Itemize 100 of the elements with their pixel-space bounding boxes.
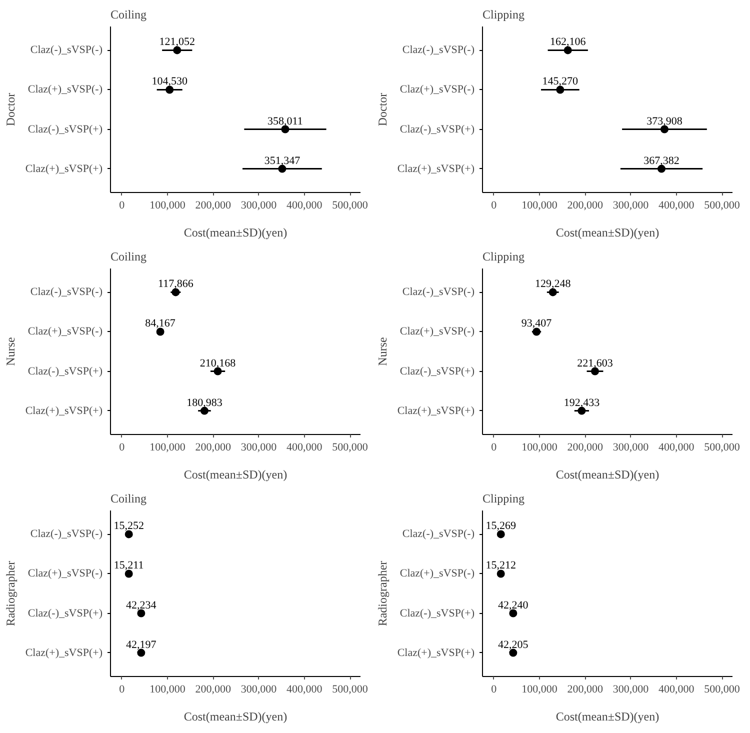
- x-tick-label: 200,000: [195, 442, 232, 454]
- x-tick-label: 300,000: [612, 442, 650, 454]
- data-label: 15,252: [114, 520, 144, 532]
- y-tick-label: Claz(+)_sVSP(-): [400, 326, 475, 338]
- data-label: 358,011: [268, 115, 303, 128]
- x-axis-title: Cost(mean±SD)(yen): [184, 226, 288, 240]
- x-tick-label: 200,000: [195, 684, 232, 696]
- data-label: 129,248: [534, 278, 572, 290]
- x-tick-label: 200,000: [567, 200, 604, 212]
- x-tick-label: 400,000: [286, 442, 323, 454]
- data-label: 162,106: [550, 36, 586, 48]
- x-tick-label: 400,000: [286, 200, 323, 212]
- y-tick-label: Claz(+)_sVSP(-): [400, 568, 475, 580]
- y-tick-label: Claz(+)_sVSP(+): [397, 646, 475, 659]
- data-label: 210,168: [200, 357, 236, 370]
- data-label: 15,211: [114, 560, 144, 572]
- y-tick-label: Claz(-)_sVSP(+): [28, 607, 103, 620]
- x-tick-label: 500,000: [332, 200, 368, 212]
- data-label: 104,530: [152, 76, 188, 88]
- y-tick-label: Claz(+)_sVSP(-): [28, 568, 103, 580]
- x-tick-label: 400,000: [658, 200, 695, 212]
- data-label: 221,603: [577, 357, 614, 370]
- chart-title: Coiling: [110, 492, 147, 506]
- y-axis-title: Doctor: [375, 92, 390, 126]
- y-tick-label: Claz(+)_sVSP(+): [25, 404, 103, 417]
- y-axis-title: Nurse: [375, 337, 390, 366]
- y-tick-label: Claz(-)_sVSP(+): [28, 123, 103, 136]
- y-tick-label: Claz(+)_sVSP(+): [25, 646, 103, 659]
- chart-title: Clipping: [482, 250, 525, 264]
- data-label: 192,433: [564, 396, 600, 409]
- y-tick-label: Claz(+)_sVSP(-): [28, 84, 103, 96]
- data-label: 15,212: [486, 560, 516, 572]
- y-tick-label: Claz(-)_sVSP(+): [28, 365, 103, 378]
- y-tick-label: Claz(-)_sVSP(+): [400, 607, 475, 620]
- data-label: 84,167: [145, 318, 176, 330]
- x-tick-label: 0: [119, 200, 126, 212]
- data-label: 121,052: [159, 36, 196, 48]
- y-axis-title: Radiographer: [3, 560, 18, 626]
- x-tick-label: 100,000: [150, 200, 186, 212]
- y-tick-label: Claz(+)_sVSP(-): [400, 84, 475, 96]
- x-tick-label: 0: [491, 442, 498, 454]
- x-axis-title: Cost(mean±SD)(yen): [184, 710, 288, 724]
- data-label: 145,270: [542, 76, 579, 88]
- x-tick-label: 300,000: [240, 442, 278, 454]
- data-label: 42,205: [498, 638, 529, 651]
- data-label: 93,407: [521, 318, 552, 330]
- x-axis-title: Cost(mean±SD)(yen): [184, 468, 288, 482]
- x-tick-label: 200,000: [567, 684, 604, 696]
- y-tick-label: Claz(-)_sVSP(+): [400, 123, 475, 136]
- x-tick-label: 0: [491, 200, 498, 212]
- x-tick-label: 500,000: [704, 200, 740, 212]
- x-tick-label: 100,000: [522, 684, 558, 696]
- chart-title: Coiling: [110, 8, 147, 22]
- x-tick-label: 100,000: [522, 200, 558, 212]
- data-label: 367,382: [644, 154, 680, 167]
- x-tick-label: 400,000: [658, 684, 695, 696]
- data-label: 42,197: [126, 638, 157, 651]
- x-tick-label: 500,000: [332, 684, 368, 696]
- x-tick-label: 500,000: [704, 684, 740, 696]
- y-tick-label: Claz(+)_sVSP(-): [28, 326, 103, 338]
- data-label: 351,347: [264, 154, 301, 167]
- x-tick-label: 100,000: [150, 684, 186, 696]
- x-tick-label: 100,000: [522, 442, 558, 454]
- chart-title: Clipping: [482, 492, 525, 506]
- y-tick-label: Claz(-)_sVSP(-): [402, 44, 475, 56]
- data-label: 15,269: [486, 520, 516, 532]
- y-tick-label: Claz(+)_sVSP(+): [25, 162, 103, 175]
- x-tick-label: 200,000: [195, 200, 232, 212]
- y-tick-label: Claz(-)_sVSP(-): [30, 528, 103, 540]
- y-tick-label: Claz(-)_sVSP(-): [30, 44, 103, 56]
- y-axis-title: Radiographer: [375, 560, 390, 626]
- data-label: 42,234: [126, 599, 157, 612]
- x-tick-label: 0: [491, 684, 498, 696]
- chart-title: Coiling: [110, 250, 147, 264]
- x-tick-label: 300,000: [240, 684, 278, 696]
- data-label: 180,983: [186, 396, 223, 409]
- x-tick-label: 0: [119, 442, 126, 454]
- y-axis-title: Nurse: [3, 337, 18, 366]
- chart-title: Clipping: [482, 8, 525, 22]
- x-tick-label: 100,000: [150, 442, 186, 454]
- data-label: 42,240: [498, 599, 529, 612]
- y-axis-title: Doctor: [3, 92, 18, 126]
- x-tick-label: 400,000: [286, 684, 323, 696]
- y-tick-label: Claz(+)_sVSP(+): [397, 404, 475, 417]
- x-tick-label: 500,000: [704, 442, 740, 454]
- x-axis-title: Cost(mean±SD)(yen): [556, 226, 660, 240]
- x-tick-label: 500,000: [332, 442, 368, 454]
- y-tick-label: Claz(-)_sVSP(-): [402, 286, 475, 298]
- x-tick-label: 0: [119, 684, 126, 696]
- x-tick-label: 400,000: [658, 442, 695, 454]
- y-tick-label: Claz(-)_sVSP(+): [400, 365, 475, 378]
- data-label: 117,866: [158, 278, 194, 290]
- y-tick-label: Claz(-)_sVSP(-): [402, 528, 475, 540]
- x-tick-label: 300,000: [612, 200, 650, 212]
- x-tick-label: 200,000: [567, 442, 604, 454]
- x-tick-label: 300,000: [240, 200, 278, 212]
- x-axis-title: Cost(mean±SD)(yen): [556, 710, 660, 724]
- y-tick-label: Claz(-)_sVSP(-): [30, 286, 103, 298]
- y-tick-label: Claz(+)_sVSP(+): [397, 162, 475, 175]
- x-axis-title: Cost(mean±SD)(yen): [556, 468, 660, 482]
